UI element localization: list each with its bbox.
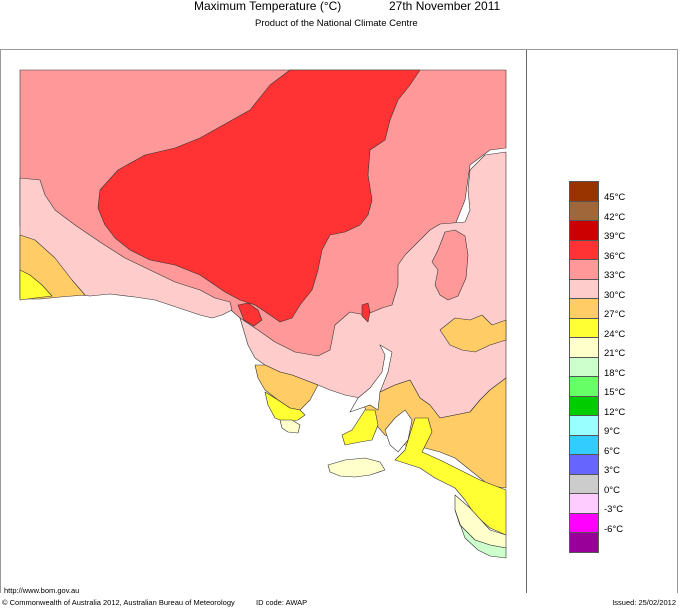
band-27-30-east-north [439, 314, 507, 353]
band-21-24-kangaroo-island [327, 457, 386, 478]
band-24-27-west [19, 269, 53, 301]
legend-swatch [569, 181, 599, 202]
red-blob-1 [237, 302, 263, 327]
legend-label: 39°C [604, 231, 626, 242]
legend-swatch [569, 260, 599, 280]
legend-label: 12°C [604, 406, 626, 418]
legend-swatch [569, 435, 599, 455]
issued-date: Issued: 25/02/2012 [612, 598, 676, 607]
band-33-36-east-blob [431, 229, 469, 301]
legend-swatch [569, 513, 599, 533]
legend-swatch [569, 279, 599, 299]
legend-swatch [569, 201, 599, 221]
title-date: 27th November 2011 [389, 0, 501, 13]
legend-swatch [569, 299, 599, 319]
subtitle: Product of the National Climate Centre [255, 18, 418, 29]
red-blob-2 [361, 302, 371, 323]
legend-label: -6°C [604, 523, 624, 535]
legend-swatch [569, 318, 599, 338]
legend-label: 27°C [604, 309, 626, 320]
id-code: ID code: AWAP [256, 598, 308, 607]
color-legend [569, 181, 599, 553]
legend-divider [526, 50, 527, 593]
legend-swatch [569, 240, 599, 260]
legend-swatch [569, 357, 599, 377]
legend-swatch [569, 396, 599, 416]
gulf-st-vincent [384, 409, 413, 453]
legend-label: 36°C [604, 250, 626, 262]
spencer-gulf [349, 344, 393, 413]
band-24-27-yorke [341, 409, 379, 446]
band-30-33-east [239, 151, 507, 419]
legend-swatch [569, 377, 599, 397]
map-title: Maximum Temperature (°C) 27th November 2… [0, 0, 680, 14]
legend-swatch [569, 474, 599, 494]
legend-swatch [569, 494, 599, 514]
legend-label: 18°C [604, 367, 626, 379]
legend-label: 21°C [604, 348, 626, 359]
legend-label: 24°C [604, 328, 626, 340]
band-24-27-eyre [264, 391, 306, 423]
band-24-27-fleurieu [394, 417, 507, 536]
legend-label: -3°C [604, 504, 624, 515]
legend-label: 15°C [604, 387, 626, 398]
legend-label: 45°C [604, 192, 626, 203]
legend-label: 30°C [604, 289, 626, 301]
title-variable: Maximum Temperature (°C) [194, 0, 342, 13]
legend-label: 9°C [604, 426, 620, 437]
legend-swatch [569, 416, 599, 436]
legend-swatch [569, 533, 599, 553]
legend-swatch [569, 455, 599, 475]
legend-label: 42°C [604, 211, 626, 223]
band-21-24-eyre-tip [279, 419, 301, 434]
legend-label: 33°C [604, 270, 626, 281]
band-36-39 [97, 69, 421, 323]
legend-swatch [569, 338, 599, 358]
band-27-30-eyre [254, 364, 319, 411]
source-link[interactable]: http://www.bom.gov.au [4, 586, 80, 595]
copyright-text: © Commonwealth of Australia 2012, Austra… [2, 598, 235, 607]
band-18-21-southeast [454, 509, 507, 559]
legend-label: 3°C [604, 465, 620, 476]
legend-label: 6°C [604, 445, 620, 457]
legend-label: 0°C [604, 484, 620, 496]
map-frame [0, 49, 678, 593]
legend-swatch [569, 221, 599, 241]
